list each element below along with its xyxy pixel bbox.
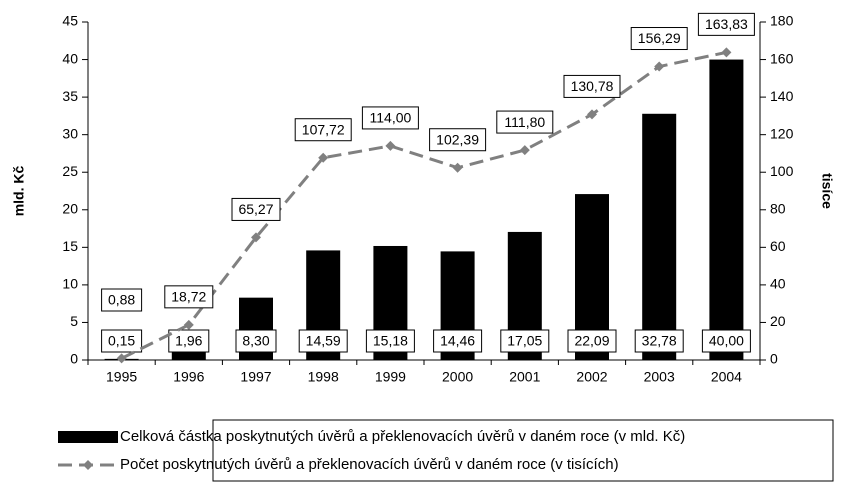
line-value-label: 18,72: [171, 289, 206, 305]
bar: [709, 59, 744, 361]
bar-value-label: 14,46: [440, 333, 475, 349]
marker: [519, 145, 530, 156]
marker: [587, 109, 597, 120]
bar: [642, 113, 677, 361]
marker: [183, 319, 194, 330]
legend-label: Celková částka poskytnutých úvěrů a přek…: [120, 428, 685, 445]
y-axis-title: mld. Kč: [11, 166, 27, 217]
line-value-label-box: [429, 128, 487, 152]
line: [120, 50, 727, 360]
line-value-label-box: [630, 27, 688, 51]
x-tick-label: 1998: [308, 369, 339, 385]
bar-value-label: 32,78: [642, 333, 677, 349]
line-value-label-box: [231, 197, 281, 221]
x-tick-label: 1996: [173, 369, 204, 385]
legend-marker: [83, 460, 93, 470]
bar-value-label: 1,96: [175, 333, 202, 349]
y-tick-label: 0: [70, 351, 78, 367]
line-value-label: 163,83: [705, 16, 748, 32]
x-tick-label: 2000: [442, 369, 473, 385]
bar-value-label: 17,05: [507, 333, 542, 349]
bar-value-label-box: [298, 329, 348, 353]
legend-label: Počet poskytnutých úvěrů a překlenovacíc…: [120, 456, 619, 473]
y-tick-label: 25: [62, 163, 78, 179]
line-value-label: 114,00: [370, 110, 412, 126]
marker: [251, 232, 261, 243]
bar-value-label-box: [701, 329, 751, 353]
bar-value-label-box: [500, 329, 550, 353]
x-tick-label: 2001: [509, 369, 540, 385]
line-value-label-box: [164, 285, 214, 309]
bar-value-label: 0,15: [108, 333, 135, 349]
line-value-label-box: [496, 110, 554, 134]
y2-tick-label: 180: [770, 13, 794, 29]
y-tick-label: 15: [62, 238, 78, 254]
bar-value-label-box: [433, 329, 483, 353]
bar-value-label-box: [365, 329, 415, 353]
bar-value-label-box: [168, 329, 210, 353]
line-value-label: 111,80: [504, 114, 545, 130]
bar-value-label: 14,59: [306, 333, 341, 349]
line-value-label-box: [563, 74, 621, 98]
line-value-label-box: [697, 12, 755, 36]
y-tick-label: 30: [62, 125, 78, 141]
bar-value-label-box: [101, 329, 143, 353]
y-tick-label: 10: [62, 276, 78, 292]
marker: [116, 353, 127, 364]
marker: [452, 162, 463, 173]
line-value-label: 107,72: [302, 121, 345, 137]
y2-tick-label: 140: [770, 88, 794, 104]
y2-tick-label: 120: [770, 125, 794, 141]
bar-value-label-box: [567, 329, 617, 353]
line-value-label: 102,39: [436, 131, 479, 147]
marker: [654, 61, 665, 72]
x-tick-label: 1997: [240, 369, 271, 385]
y2-tick-label: 0: [770, 351, 778, 367]
y-tick-label: 35: [62, 88, 78, 104]
bar-value-label-box: [235, 329, 277, 353]
bar-value-label: 40,00: [709, 333, 744, 349]
line-value-label-box: [361, 106, 419, 130]
x-tick-label: 1995: [106, 369, 137, 385]
y-tick-label: 5: [70, 313, 78, 329]
marker: [318, 152, 329, 163]
legend-box: [212, 419, 834, 482]
y2-tick-label: 60: [770, 238, 786, 254]
line-value-label-box: [294, 118, 352, 142]
y-tick-label: 45: [62, 13, 78, 29]
marker: [721, 47, 732, 58]
y-tick-label: 20: [62, 200, 78, 216]
x-tick-label: 2002: [576, 369, 607, 385]
line-value-label: 130,78: [571, 78, 614, 94]
y2-tick-label: 20: [770, 313, 786, 329]
line-value-label: 65,27: [238, 201, 273, 217]
y2-tick-label: 40: [770, 276, 786, 292]
bar-value-label: 8,30: [242, 333, 269, 349]
legend-swatch: [58, 431, 118, 443]
x-tick-label: 2004: [711, 369, 742, 385]
y2-tick-label: 100: [770, 163, 794, 179]
marker: [385, 140, 396, 151]
line-value-label-box: [101, 288, 143, 312]
y2-tick-label: 160: [770, 50, 794, 66]
bar-value-label-box: [634, 329, 684, 353]
line-value-label: 0,88: [108, 292, 135, 308]
y2-tick-label: 80: [770, 200, 786, 216]
bar-value-label: 22,09: [574, 333, 609, 349]
x-tick-label: 1999: [375, 369, 406, 385]
line-value-label: 156,29: [638, 30, 681, 46]
y-tick-label: 40: [62, 50, 78, 66]
bar-value-label: 15,18: [373, 333, 408, 349]
x-tick-label: 2003: [644, 369, 675, 385]
y2-axis-title: tisíce: [819, 173, 835, 209]
